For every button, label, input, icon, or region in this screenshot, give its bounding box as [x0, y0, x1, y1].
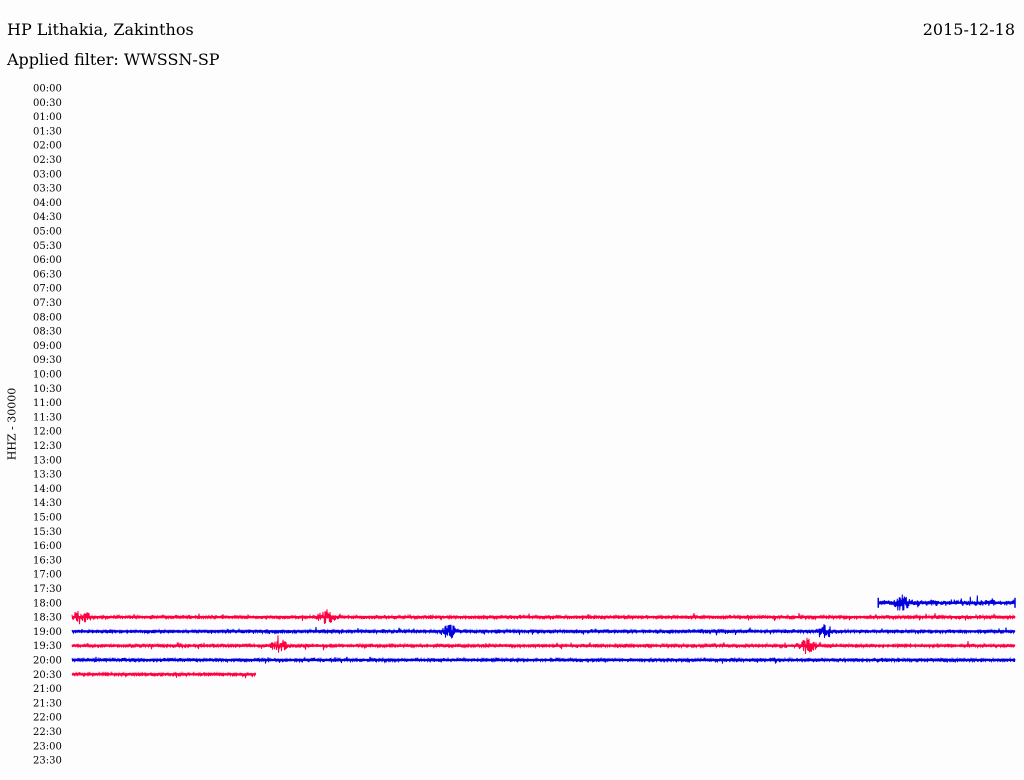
- tick-label-1600: 16:00: [33, 541, 62, 552]
- time-tick-labels: 00:00 00:30 01:00 01:30 02:00 02:30 03:00 03:30…: [33, 84, 62, 767]
- tick-label-1100: 11:00: [33, 398, 62, 409]
- tick-label-1530: 15:30: [33, 527, 62, 538]
- tick-label-1200: 12:00: [33, 427, 62, 438]
- tick-label-0700: 07:00: [33, 284, 62, 295]
- trace-2030: [71, 670, 256, 679]
- tick-label-2200: 22:00: [33, 713, 62, 724]
- tick-label-0800: 08:00: [33, 312, 62, 323]
- tick-label-2130: 21:30: [33, 698, 62, 709]
- tick-label-0930: 09:30: [33, 355, 62, 366]
- tick-label-2030: 20:30: [33, 670, 62, 681]
- date-label: 2015-12-18: [922, 20, 1015, 39]
- tick-label-0730: 07:30: [33, 298, 62, 309]
- tick-label-1930: 19:30: [33, 641, 62, 652]
- tick-label-1000: 10:00: [33, 370, 62, 381]
- trace-1900: [71, 624, 1016, 639]
- tick-label-2100: 21:00: [33, 684, 62, 695]
- tick-label-1700: 17:00: [33, 570, 62, 581]
- tick-label-0030: 00:30: [33, 98, 62, 109]
- tick-label-2230: 22:30: [33, 727, 62, 738]
- tick-label-2300: 23:00: [33, 741, 62, 752]
- tick-label-1630: 16:30: [33, 555, 62, 566]
- tick-label-0200: 02:00: [33, 141, 62, 152]
- tick-label-0100: 01:00: [33, 112, 62, 123]
- trace-1800: [877, 594, 1016, 611]
- station-title: HP Lithakia, Zakinthos: [7, 20, 194, 39]
- trace-1830: [71, 609, 1016, 625]
- tick-label-0000: 00:00: [33, 84, 62, 95]
- tick-label-1400: 14:00: [33, 484, 62, 495]
- tick-label-2000: 20:00: [33, 656, 62, 667]
- seismic-traces: [71, 594, 1016, 679]
- tick-label-0130: 01:30: [33, 126, 62, 137]
- filter-label: Applied filter: WWSSN-SP: [7, 50, 220, 69]
- tick-label-0530: 05:30: [33, 241, 62, 252]
- tick-label-1030: 10:30: [33, 384, 62, 395]
- tick-label-1300: 13:00: [33, 455, 62, 466]
- tick-label-1430: 14:30: [33, 498, 62, 509]
- tick-label-1230: 12:30: [33, 441, 62, 452]
- tick-label-1500: 15:00: [33, 513, 62, 524]
- tick-label-0830: 08:30: [33, 327, 62, 338]
- tick-label-1800: 18:00: [33, 598, 62, 609]
- trace-2000: [71, 656, 1016, 664]
- tick-label-0600: 06:00: [33, 255, 62, 266]
- tick-label-0230: 02:30: [33, 155, 62, 166]
- tick-label-0900: 09:00: [33, 341, 62, 352]
- tick-label-1130: 11:30: [33, 412, 62, 423]
- tick-label-0500: 05:00: [33, 227, 62, 238]
- trace-1930: [71, 635, 1016, 655]
- tick-label-1900: 19:00: [33, 627, 62, 638]
- tick-label-1330: 13:30: [33, 470, 62, 481]
- tick-label-0330: 03:30: [33, 184, 62, 195]
- tick-label-1830: 18:30: [33, 613, 62, 624]
- tick-label-1730: 17:30: [33, 584, 62, 595]
- tick-label-0400: 04:00: [33, 198, 62, 209]
- tick-label-0430: 04:30: [33, 212, 62, 223]
- tick-label-0300: 03:00: [33, 169, 62, 180]
- tick-label-2330: 23:30: [33, 756, 62, 767]
- tick-label-0630: 06:30: [33, 269, 62, 280]
